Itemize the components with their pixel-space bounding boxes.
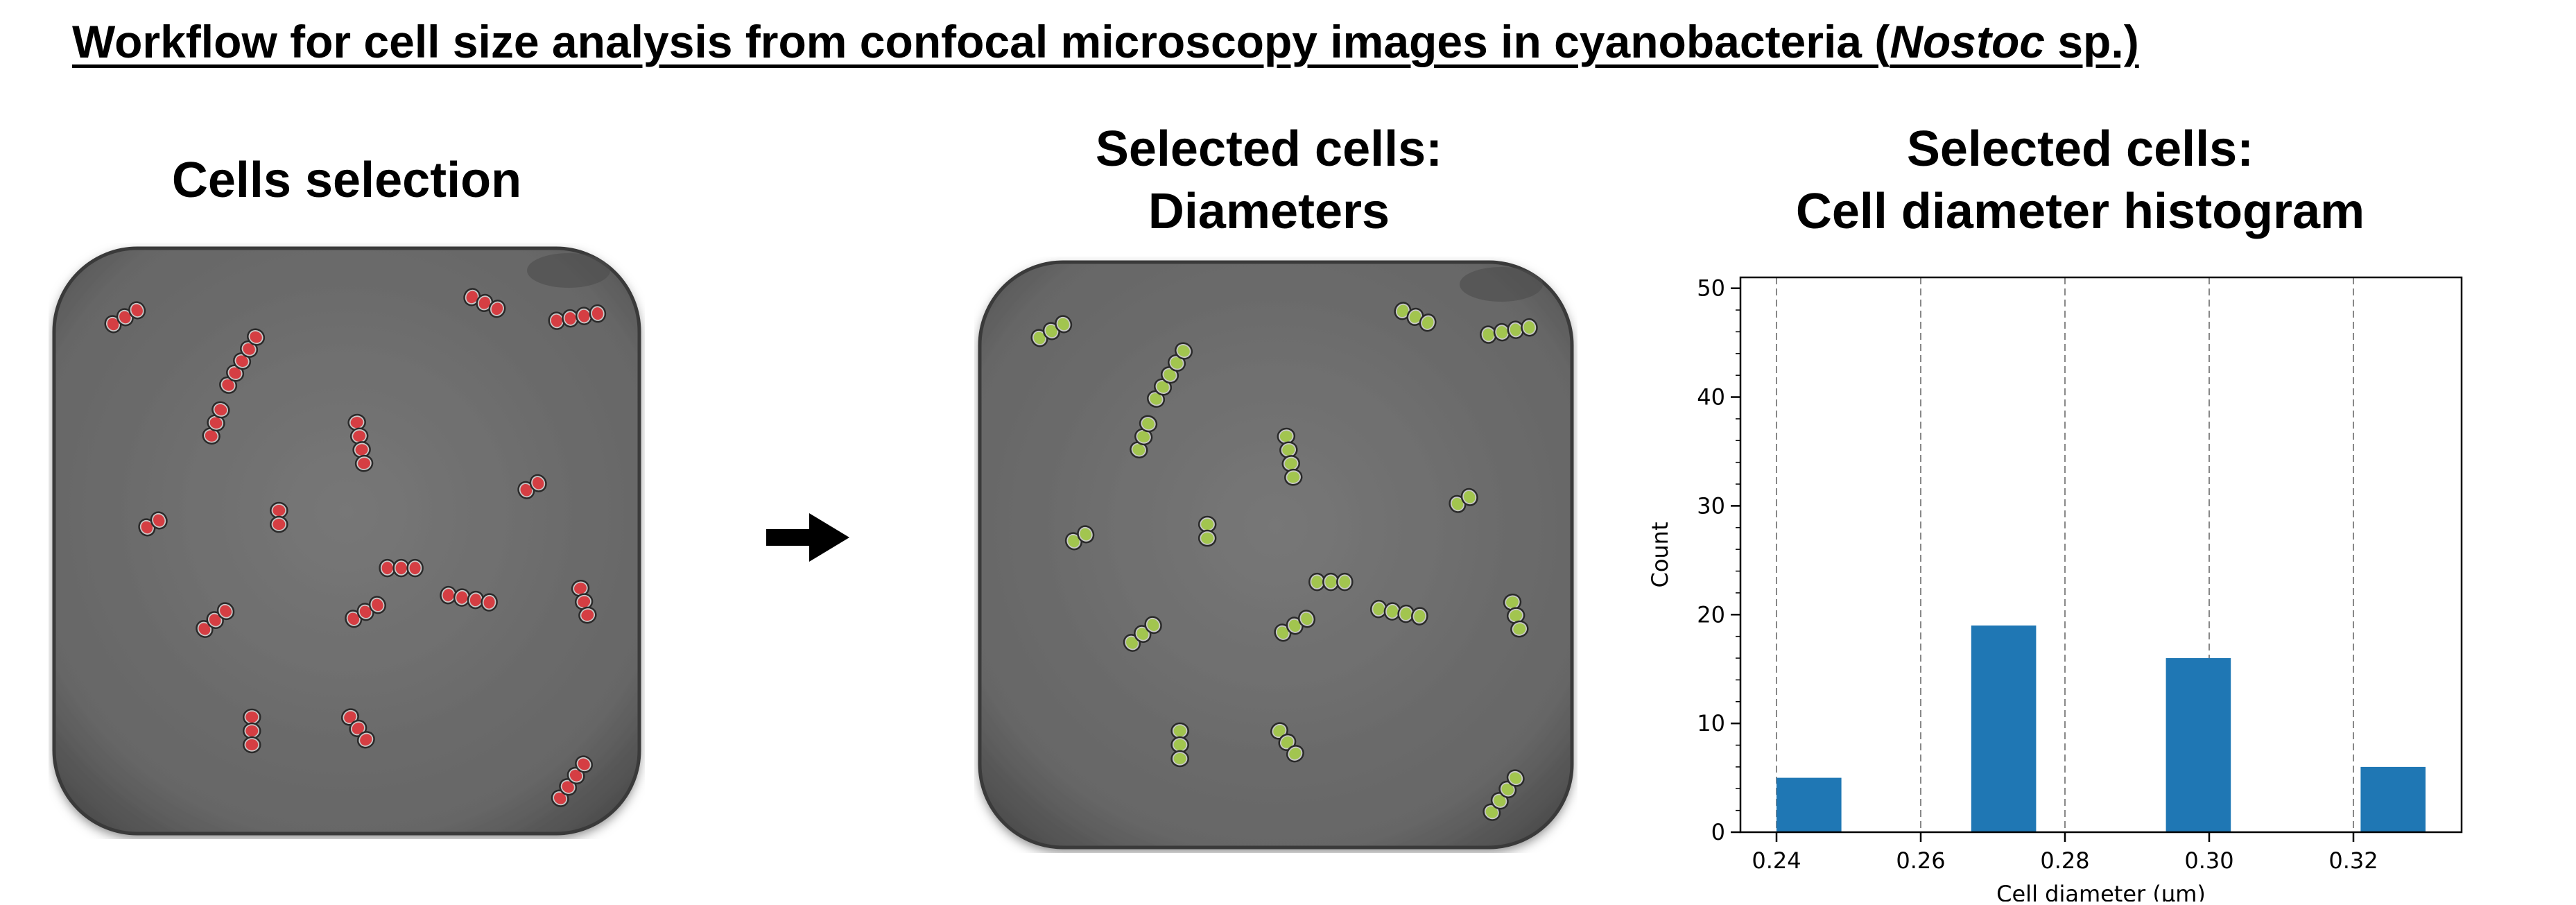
histogram-bar — [1777, 777, 1842, 832]
cell-filament — [1270, 722, 1304, 763]
micrograph-background — [980, 262, 1572, 847]
cell-filament — [463, 288, 506, 318]
cell-filament — [1449, 488, 1478, 513]
cell-filament — [1503, 594, 1529, 638]
micrograph-background — [54, 248, 639, 834]
x-tick-label: 0.24 — [1752, 847, 1801, 874]
page-title: Workflow for cell size analysis from con… — [72, 16, 2139, 67]
cell-filament — [1394, 302, 1437, 332]
cell-filament — [1308, 572, 1354, 592]
cell-filament — [138, 511, 168, 537]
y-tick-label: 50 — [1697, 275, 1725, 302]
x-tick-label: 0.32 — [2328, 847, 2378, 874]
cell-filament — [517, 474, 547, 499]
cell-filament — [1130, 415, 1158, 458]
heading-histogram: Selected cells: Cell diameter histogram — [1699, 118, 2462, 243]
x-tick-label: 0.26 — [1896, 847, 1945, 874]
cell-filament — [104, 301, 146, 334]
cell-filament — [1064, 525, 1095, 551]
cell-filament — [1480, 318, 1538, 344]
cell-filament — [1030, 315, 1073, 347]
heading-line: Selected cells: — [1095, 121, 1443, 177]
cell-filament — [345, 596, 386, 628]
x-tick-label: 0.30 — [2184, 847, 2233, 874]
cell-filament — [202, 401, 230, 445]
cell-filament — [1198, 515, 1217, 547]
histogram-bar — [2166, 658, 2231, 832]
microscopy-image-selection — [49, 243, 645, 839]
cell-filament — [1123, 616, 1162, 652]
cell-filament — [571, 580, 597, 624]
cell-filament — [340, 708, 375, 749]
y-tick-label: 30 — [1697, 492, 1725, 519]
cell-filament — [551, 755, 594, 807]
histogram-bar — [1971, 625, 2037, 832]
y-tick-label: 20 — [1697, 601, 1725, 628]
cell-filament — [1274, 610, 1316, 642]
y-tick-label: 10 — [1697, 710, 1725, 736]
title-italic-genus: Nostoc — [1890, 16, 2045, 67]
microscopy-image-diameters — [974, 257, 1577, 853]
cell-filament — [1369, 599, 1428, 626]
cell-filament — [1277, 427, 1303, 486]
cell-filament — [243, 708, 261, 754]
cell-filament — [440, 585, 498, 612]
y-axis-label: Count — [1647, 522, 1673, 587]
cell-filament — [270, 501, 288, 533]
cell-filament — [1147, 342, 1193, 408]
arrow-right-icon — [766, 513, 849, 565]
histogram-bar — [2360, 766, 2426, 832]
y-tick-label: 40 — [1697, 384, 1725, 411]
cell-filament — [1170, 722, 1189, 768]
cell-filament — [219, 328, 266, 394]
plot-frame — [1739, 276, 2463, 834]
heading-line: Selected cells: — [1906, 121, 2254, 177]
heading-line: Cells selection — [171, 153, 522, 208]
cell-filament — [548, 304, 607, 330]
heading-line: Cell diameter histogram — [1795, 184, 2365, 239]
cell-filament — [196, 602, 235, 638]
cell-filament — [379, 558, 424, 578]
cell-filament — [1483, 769, 1525, 821]
x-tick-label: 0.28 — [2040, 847, 2089, 874]
y-tick-label: 0 — [1711, 819, 1725, 845]
heading-cells-selection: Cells selection — [69, 149, 624, 212]
heading-line: Diameters — [1148, 184, 1390, 239]
heading-selected-diameters: Selected cells: Diameters — [992, 118, 1546, 243]
diameter-histogram: 0 10 20 30 40 50 0.24 0.26 0.28 0.30 0.32 Cell diam… — [1623, 264, 2475, 905]
cell-filament — [347, 413, 374, 472]
